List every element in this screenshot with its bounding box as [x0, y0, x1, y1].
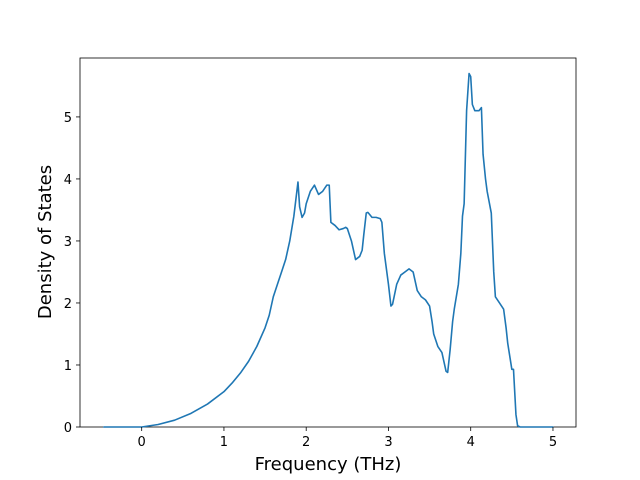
x-tick-label: 3: [384, 435, 392, 450]
x-tick-label: 4: [467, 435, 475, 450]
y-tick-label: 2: [64, 297, 72, 312]
x-tick-label: 0: [138, 435, 146, 450]
plot-area: [79, 57, 577, 428]
plot-frame: [79, 57, 577, 428]
y-axis-label: Density of States: [35, 165, 56, 319]
y-tick-label: 5: [64, 111, 72, 126]
y-axis-ticks: 0 1 2 3 4 5: [64, 111, 80, 436]
y-tick-label: 1: [64, 359, 72, 374]
x-tick-label: 5: [549, 435, 557, 450]
y-tick-label: 4: [64, 173, 72, 188]
x-tick-label: 1: [220, 435, 228, 450]
y-tick-label: 3: [64, 235, 72, 250]
y-tick-label: 0: [64, 421, 72, 436]
x-axis-ticks: 0 1 2 3 4 5: [138, 427, 557, 450]
x-tick-label: 2: [302, 435, 310, 450]
series-line: [103, 72, 554, 428]
x-axis-label: Frequency (THz): [255, 454, 402, 475]
